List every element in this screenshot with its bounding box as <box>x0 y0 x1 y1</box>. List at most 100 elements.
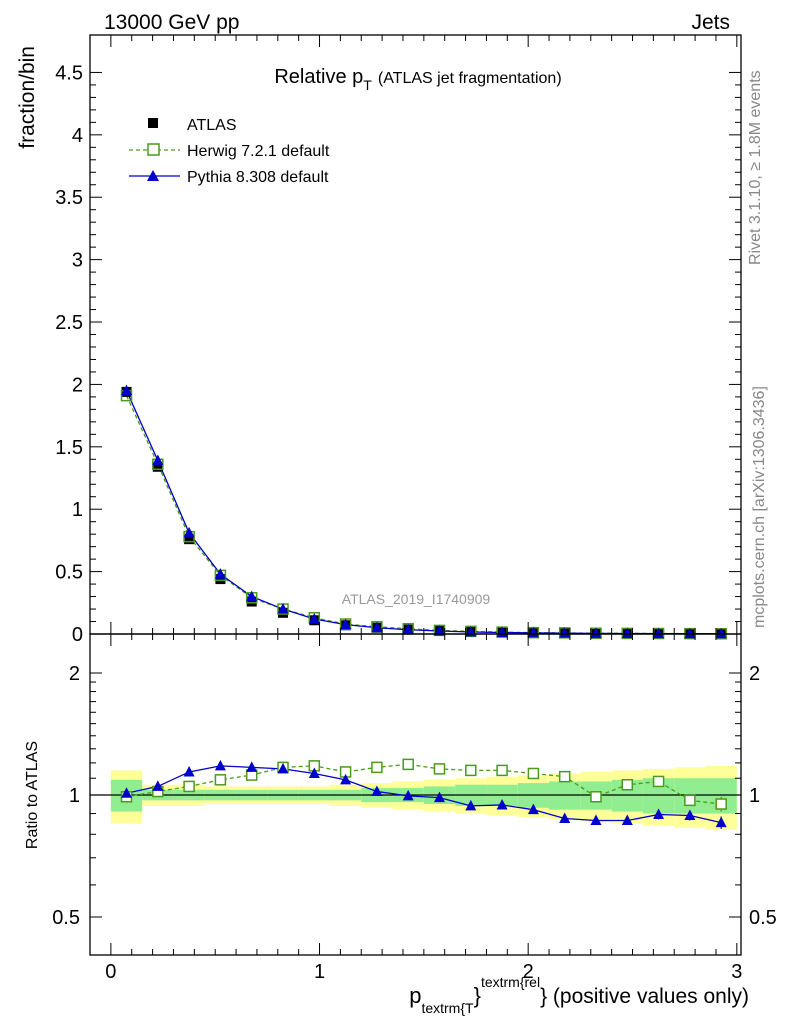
ratio-pythia-point <box>433 791 445 803</box>
ratio-ylabel: Ratio to ATLAS <box>24 741 41 849</box>
ratio-pythia-point <box>246 761 258 772</box>
ratio-pythia-point <box>121 787 133 798</box>
pythia-point <box>684 627 696 639</box>
ratio-series <box>120 758 727 829</box>
mcplots-label: mcplots.cern.ch [arXiv:1306.3436] <box>751 386 768 628</box>
atlas-point <box>246 596 257 607</box>
ratio-pythia-point <box>308 767 320 778</box>
ratio-herwig-point <box>371 761 383 774</box>
ratio-pythia-point <box>684 809 696 821</box>
legend: ATLAS Herwig 7.2.1 default Pythia 8.308 … <box>129 117 330 186</box>
ratio-pythia-point <box>496 798 508 810</box>
legend-item-herwig: Herwig 7.2.1 default <box>129 143 330 160</box>
pythia-point <box>621 627 633 639</box>
pythia-point <box>214 568 226 579</box>
pythia-point <box>152 454 164 466</box>
pythia-point <box>183 526 195 538</box>
ratio-herwig-point <box>214 774 227 786</box>
ratio-pythia-point <box>465 799 477 811</box>
pythia-point <box>653 627 665 639</box>
pythia-point <box>715 627 727 639</box>
pythia-point <box>590 627 602 638</box>
ratio-pythia-point <box>371 785 383 797</box>
ratio-pythia-point <box>402 789 414 801</box>
main-ylabel: fraction/bin <box>16 46 39 149</box>
legend-item-atlas: ATLAS <box>148 117 237 134</box>
ratio-pythia-point <box>527 803 539 815</box>
header-category: Jets <box>691 11 730 34</box>
legend-atlas-marker <box>148 118 158 128</box>
ratio-herwig-point <box>465 764 477 777</box>
main-ytick-label: 2 <box>72 374 83 396</box>
ratio-pythia-point <box>340 773 352 785</box>
ratio-herwig-point <box>715 798 727 810</box>
ratio-herwig-point <box>402 758 414 771</box>
ratio-uncertainty-bands <box>110 765 737 830</box>
x-tick-label: 3 <box>731 961 742 983</box>
ratio-herwig-point <box>558 770 571 783</box>
main-ytick-label: 4 <box>72 125 83 147</box>
main-ytick-label: 3 <box>72 250 83 272</box>
ratio-pythia-point <box>590 814 602 826</box>
legend-pythia-marker <box>147 170 159 181</box>
ratio-ytick-label-right: 2 <box>749 663 760 685</box>
pythia-point <box>433 625 445 636</box>
legend-item-pythia: Pythia 8.308 default <box>129 169 329 186</box>
x-axis-label: ptextrm{T}textrm{rel} (positive values o… <box>409 974 749 1016</box>
pythia-point <box>340 618 352 630</box>
ratio-herwig-point <box>590 791 602 803</box>
x-tick-label: 1 <box>314 961 325 983</box>
legend-pythia-label: Pythia 8.308 default <box>187 169 329 186</box>
rivet-label: Rivet 3.1.10, ≥ 1.8M events <box>747 70 764 265</box>
ratio-pythia-point <box>214 759 226 771</box>
ratio-ytick-label-right: 0.5 <box>749 907 777 929</box>
ratio-ytick-label: 2 <box>69 663 80 685</box>
ratio-pythia-line <box>126 765 722 824</box>
pythia-point <box>277 603 289 614</box>
ratio-y-ticks: 0.5 0.5 1 1 2 2 <box>52 663 777 929</box>
pythia-point <box>308 613 320 624</box>
main-ytick-label: 4.5 <box>55 62 83 84</box>
ratio-frame <box>89 633 742 956</box>
atlas-point <box>184 534 195 545</box>
watermark: ATLAS_2019_I1740909 <box>342 591 491 607</box>
main-y-ticks: 0 0.5 1 1.5 2 2.5 3 3.5 4 4.5 <box>55 62 741 646</box>
ratio-pythia-point <box>183 765 195 777</box>
pythia-point <box>371 621 383 633</box>
pythia-point <box>527 626 539 638</box>
legend-herwig-marker <box>147 143 160 156</box>
main-ytick-label: 0 <box>72 624 83 646</box>
main-ytick-label: 3.5 <box>55 187 83 209</box>
ratio-herwig-point <box>684 794 696 807</box>
ratio-pythia-point <box>559 812 571 824</box>
main-ytick-label: 2.5 <box>55 312 83 334</box>
pythia-point <box>246 590 258 602</box>
main-ytick-label: 1.5 <box>55 437 83 459</box>
main-ytick-label: 1 <box>72 499 83 521</box>
ratio-pythia-point <box>277 762 289 774</box>
x-ticks: 0 1 2 3 <box>105 35 742 983</box>
ratio-herwig-point <box>496 764 508 777</box>
ratio-herwig-point <box>621 778 634 791</box>
ratio-pythia-point <box>152 780 164 791</box>
ratio-herwig-point <box>527 767 540 780</box>
ratio-pythia-point <box>621 814 633 826</box>
x-tick-label: 2 <box>523 961 534 983</box>
ratio-herwig-point <box>433 763 446 775</box>
ratio-ytick-label-right: 1 <box>749 785 760 807</box>
pythia-point <box>121 384 133 396</box>
ratio-ytick-label: 0.5 <box>52 907 80 929</box>
pythia-point <box>402 623 414 635</box>
main-panel: fraction/bin Relative pT (ATLAS jet fragm… <box>16 34 742 646</box>
atlas-point <box>215 574 226 585</box>
ratio-pythia-point <box>715 816 727 828</box>
main-title: Relative pT (ATLAS jet fragmentation) <box>274 66 561 93</box>
ratio-pythia-point <box>653 808 665 820</box>
ratio-herwig-point <box>183 780 195 793</box>
ratio-ytick-label: 1 <box>69 785 80 807</box>
ratio-herwig-point <box>652 775 665 788</box>
ratio-panel: Ratio to ATLAS 0.5 0.5 1 1 2 2 0 1 2 3 ptextrm{T… <box>24 35 777 1016</box>
main-ytick-label: 0.5 <box>55 562 83 584</box>
x-tick-label: 0 <box>105 961 116 983</box>
